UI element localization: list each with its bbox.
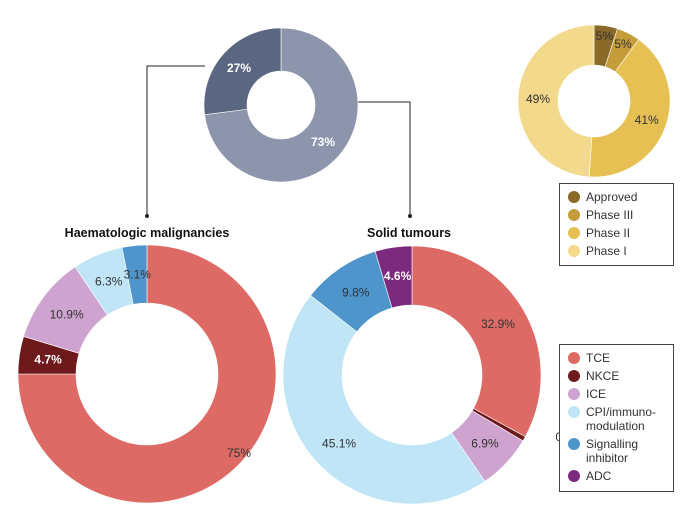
legend-label: Signalling inhibitor	[586, 437, 639, 465]
connector-end-dot	[408, 214, 412, 218]
legend-item-ice: ICE	[560, 387, 673, 401]
slice-label-ice: 6.9%	[471, 436, 499, 450]
legend-swatch	[568, 470, 580, 482]
legend-swatch	[568, 406, 580, 418]
slice-label-tce: 75%	[227, 446, 251, 460]
legend-item-nkce: NKCE	[560, 369, 673, 383]
slice-label-adc: 4.6%	[384, 269, 412, 283]
slice-label-phase-i: 49%	[526, 92, 550, 106]
slice-label-cpi-immuno-modulation: 6.3%	[95, 275, 123, 289]
slice-label-signalling-inhibitor: 9.8%	[342, 285, 370, 299]
legend-swatch	[568, 388, 580, 400]
legend-item-phase-i: Phase I	[560, 244, 673, 258]
donut-chart-haematologic: 75% 4.7% 10.9% 6.3%3.1%	[17, 244, 277, 504]
legend-label: Phase II	[586, 226, 631, 240]
legend-swatch	[568, 370, 580, 382]
slice-phase-i	[517, 24, 595, 178]
slice-label-ice: 10.9%	[50, 307, 84, 321]
legend-swatch	[568, 191, 580, 203]
donut-chart-solid-tumours: 32.9%0.6%6.9%45.1%9.8%4.6%	[282, 245, 583, 505]
legend-label: TCE	[586, 351, 610, 365]
slice-label-cpi-immuno-modulation: 45.1%	[322, 436, 356, 450]
legend-label: ADC	[586, 469, 612, 483]
slice-label-phase-ii: 41%	[635, 113, 659, 127]
slice-phase-ii	[588, 39, 671, 178]
slice-solid-tumours	[204, 27, 359, 183]
slice-label-phase-iii: 5%	[614, 37, 632, 51]
connector-solid-tumours	[357, 101, 411, 216]
legend-swatch	[568, 438, 580, 450]
connector-end-dot	[145, 214, 149, 218]
legend-item-adc: ADC	[560, 469, 673, 483]
legend-phase: Approved Phase III Phase II Phase I	[559, 183, 674, 266]
donut-chart-phase: 5%5% 41% 49%	[517, 24, 671, 178]
legend-label: ICE	[586, 387, 607, 401]
chart-title-solid-tumours: Solid tumours	[367, 226, 451, 240]
legend-item-cpi-immuno-modulation: CPI/immuno-modulation	[560, 405, 673, 433]
legend-label: CPI/immuno-modulation	[586, 405, 657, 433]
slice-signalling-inhibitor	[121, 244, 148, 305]
legend-label: Phase III	[586, 208, 634, 222]
slice-label-approved: 5%	[596, 29, 614, 43]
legend-label: Approved	[586, 190, 638, 204]
slice-label-tce: 32.9%	[481, 317, 515, 331]
donut-chart-overall: 73% 27%	[203, 27, 359, 183]
connector-haematologic	[146, 65, 205, 216]
slice-tce	[17, 244, 277, 504]
legend-label: Phase I	[586, 244, 627, 258]
legend-item-approved: Approved	[560, 190, 673, 204]
legend-swatch	[568, 209, 580, 221]
slice-label-haematologic-malignancies: 27%	[227, 61, 251, 75]
slice-label-signalling-inhibitor: 3.1%	[124, 267, 152, 281]
legend-item-phase-iii: Phase III	[560, 208, 673, 222]
slice-haematologic-malignancies	[203, 27, 282, 115]
slice-adc	[374, 245, 413, 309]
slice-label-nkce: 4.7%	[34, 352, 62, 366]
chart-title-haematologic: Haematologic malignancies	[65, 226, 230, 240]
connector-lines	[145, 65, 412, 218]
legend-swatch	[568, 227, 580, 239]
slice-label-solid-tumours: 73%	[311, 135, 335, 149]
legend-item-phase-ii: Phase II	[560, 226, 673, 240]
slice-cpi-immuno-modulation	[282, 294, 486, 505]
legend-item-signalling-inhibitor: Signalling inhibitor	[560, 437, 673, 465]
legend-swatch	[568, 245, 580, 257]
legend-item-tce: TCE	[560, 351, 673, 365]
legend-modality: TCE NKCE ICE CPI/immuno-modulation Signallin…	[559, 344, 674, 492]
slice-tce	[411, 245, 542, 438]
legend-swatch	[568, 352, 580, 364]
legend-label: NKCE	[586, 369, 620, 383]
